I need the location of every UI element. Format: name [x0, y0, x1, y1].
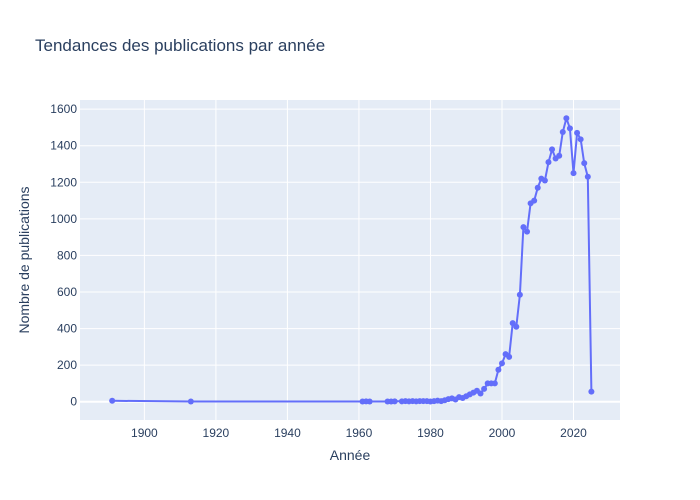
- x-tick-labels: 1900 1920 1940 1960 1980 2000 2020: [131, 426, 587, 440]
- data-point: [481, 385, 488, 392]
- x-tick-label: 1960: [346, 426, 373, 440]
- data-point: [577, 136, 584, 143]
- data-point: [588, 388, 595, 395]
- data-point: [531, 197, 538, 204]
- x-axis-title: Année: [330, 447, 371, 463]
- data-point: [109, 397, 116, 404]
- data-point: [506, 353, 513, 360]
- y-tick-label: 1600: [50, 102, 77, 116]
- y-tick-labels: 0 200 400 600 800 1000 1200 1400 1600: [50, 102, 77, 409]
- y-tick-label: 0: [70, 395, 77, 409]
- data-point: [534, 184, 541, 191]
- data-point: [545, 159, 552, 166]
- data-point: [549, 146, 556, 153]
- y-axis-title: Nombre de publications: [16, 186, 32, 333]
- data-point: [520, 224, 527, 231]
- data-point: [570, 170, 577, 177]
- y-tick-label: 1400: [50, 139, 77, 153]
- x-tick-label: 1920: [203, 426, 230, 440]
- plot-area: [80, 100, 620, 420]
- data-point: [566, 125, 573, 132]
- data-point: [556, 152, 563, 159]
- data-point: [187, 398, 194, 405]
- data-point: [513, 323, 520, 330]
- y-tick-label: 400: [57, 322, 77, 336]
- data-point: [495, 366, 502, 373]
- data-point: [391, 398, 398, 405]
- data-point: [516, 291, 523, 298]
- x-tick-label: 2000: [489, 426, 516, 440]
- data-point: [541, 177, 548, 184]
- data-point: [524, 228, 531, 235]
- y-tick-label: 600: [57, 285, 77, 299]
- data-point: [559, 129, 566, 135]
- chart-title: Tendances des publications par année: [35, 36, 325, 55]
- x-tick-label: 2020: [560, 426, 587, 440]
- data-point: [498, 360, 505, 367]
- data-point: [584, 173, 591, 180]
- x-tick-label: 1940: [274, 426, 301, 440]
- data-point: [477, 390, 484, 397]
- y-tick-label: 1200: [50, 175, 77, 189]
- x-tick-label: 1900: [131, 426, 158, 440]
- x-tick-label: 1980: [417, 426, 444, 440]
- y-tick-label: 200: [57, 358, 77, 372]
- y-tick-label: 1000: [50, 212, 77, 226]
- data-point: [581, 160, 588, 167]
- data-point: [574, 129, 581, 136]
- data-point: [366, 398, 373, 405]
- data-point: [491, 380, 498, 387]
- series-group: [109, 115, 595, 405]
- y-tick-label: 800: [57, 248, 77, 262]
- data-point: [563, 115, 570, 122]
